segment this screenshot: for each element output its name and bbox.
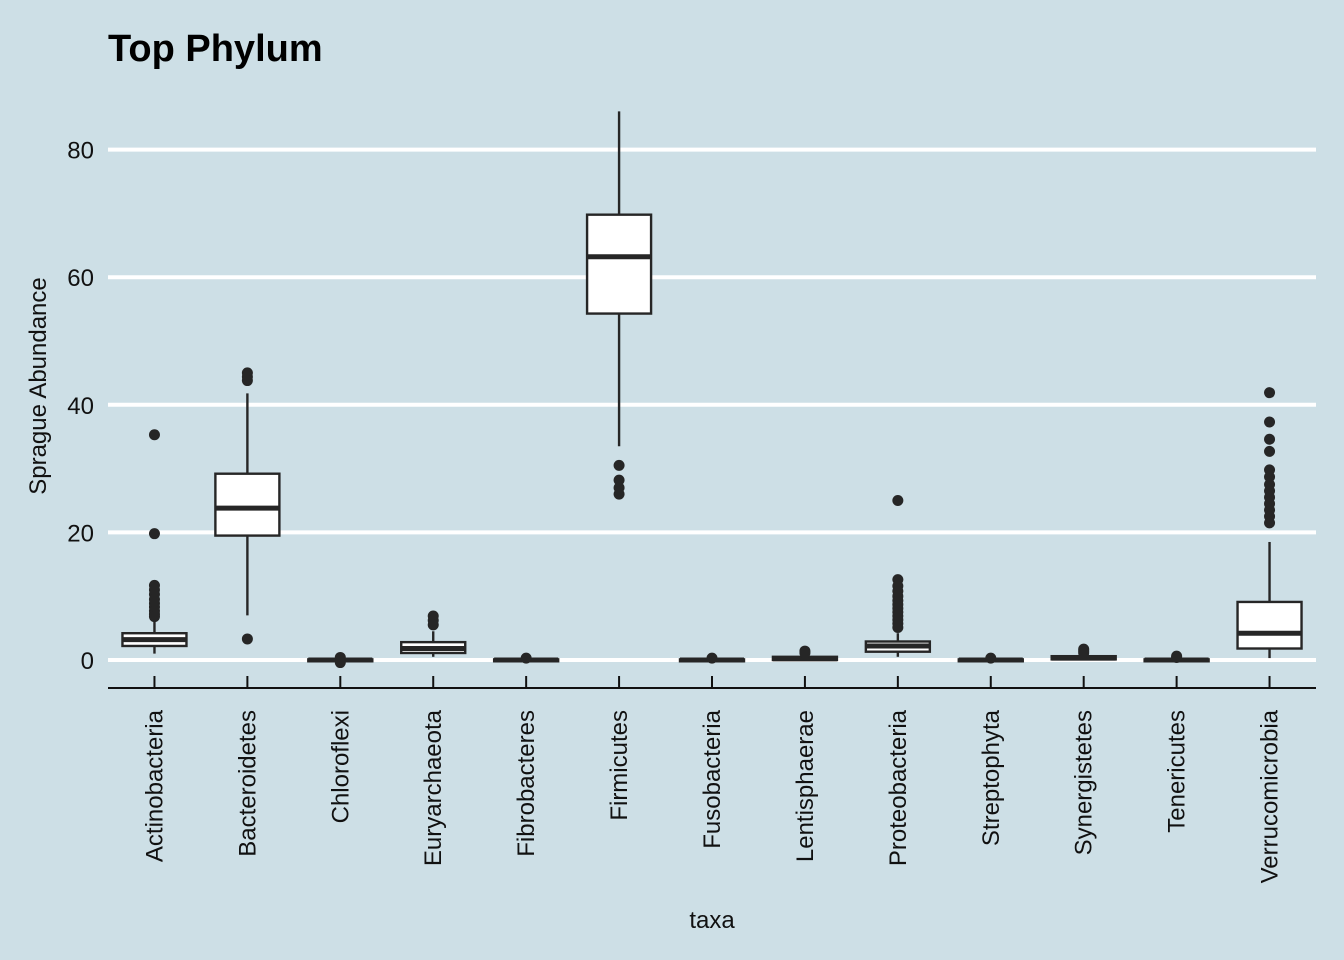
- outlier-point: [892, 495, 904, 506]
- outlier-point: [613, 459, 625, 471]
- box-synergistetes: [1050, 643, 1117, 661]
- outlier-point: [148, 528, 160, 540]
- x-tick-label-firmicutes: Firmicutes: [606, 710, 633, 821]
- outlier-point: [1171, 651, 1183, 663]
- x-tick-label-bacteroidetes: Bacteroidetes: [234, 710, 261, 857]
- outlier-point: [613, 488, 625, 500]
- outlier-point: [334, 657, 346, 669]
- box-firmicutes: [585, 111, 653, 500]
- outlier-point: [520, 652, 532, 664]
- outlier-point: [427, 619, 439, 631]
- outlier-point: [1264, 445, 1276, 457]
- iqr-box: [585, 213, 653, 315]
- outlier-point: [985, 652, 997, 664]
- y-tick-label: 60: [67, 265, 94, 292]
- box-actinobacteria: [121, 429, 188, 654]
- box-euryarchaeota: [400, 610, 467, 657]
- iqr-box: [214, 472, 281, 537]
- gridlines: [108, 147, 1316, 662]
- box-fusobacteria: [678, 652, 746, 664]
- outlier-point: [613, 474, 625, 486]
- outlier-point: [1078, 647, 1090, 659]
- y-tick-label: 0: [81, 648, 94, 675]
- x-tick-label-proteobacteria: Proteobacteria: [885, 709, 912, 866]
- x-tick-label-fusobacteria: Fusobacteria: [699, 709, 726, 848]
- outlier-point: [241, 633, 253, 645]
- x-tick-label-lentisphaerae: Lentisphaerae: [792, 710, 819, 862]
- outlier-point: [1264, 387, 1276, 399]
- x-axis-label: taxa: [689, 907, 735, 934]
- y-tick-label: 80: [67, 138, 94, 165]
- outlier-point: [1264, 433, 1276, 445]
- outlier-point: [706, 652, 718, 664]
- x-tick-label-chloroflexi: Chloroflexi: [327, 710, 354, 823]
- box-tenericutes: [1143, 650, 1210, 663]
- x-tick-label-fibrobacteres: Fibrobacteres: [513, 710, 540, 857]
- x-tick-label-streptophyta: Streptophyta: [978, 709, 1005, 846]
- box-streptophyta: [957, 652, 1024, 664]
- outlier-point: [799, 647, 811, 659]
- x-tick-label-tenericutes: Tenericutes: [1164, 710, 1191, 833]
- y-axis-label: Sprague Abundance: [25, 277, 52, 495]
- y-tick-label: 40: [67, 393, 94, 420]
- outlier-point: [1264, 517, 1276, 529]
- chart-title: Top Phylum: [108, 28, 323, 70]
- box-fibrobacteres: [492, 652, 560, 664]
- outlier-point: [148, 611, 160, 623]
- plot-area: [121, 111, 1303, 669]
- box-verrucomicrobia: [1236, 387, 1303, 659]
- box-lentisphaerae: [771, 645, 839, 662]
- x-tick-label-euryarchaeota: Euryarchaeota: [420, 709, 447, 866]
- outlier-point: [1264, 471, 1276, 483]
- x-tick-label-verrucomicrobia: Verrucomicrobia: [1257, 709, 1284, 883]
- outlier-point: [892, 621, 904, 633]
- x-tick-label-synergistetes: Synergistetes: [1071, 710, 1098, 855]
- outlier-point: [148, 429, 160, 441]
- x-tick-label-actinobacteria: Actinobacteria: [141, 709, 168, 862]
- box-bacteroidetes: [214, 367, 281, 645]
- y-tick-label: 20: [67, 520, 94, 547]
- box-proteobacteria: [864, 495, 932, 657]
- outlier-point: [241, 375, 253, 387]
- x-axis: 0 20 40 60 80 Actinobacteria Bacteroidetes Chlo…: [67, 138, 1316, 883]
- box-chloroflexi: [307, 651, 374, 669]
- iqr-box: [1236, 600, 1303, 650]
- outlier-point: [1264, 416, 1276, 428]
